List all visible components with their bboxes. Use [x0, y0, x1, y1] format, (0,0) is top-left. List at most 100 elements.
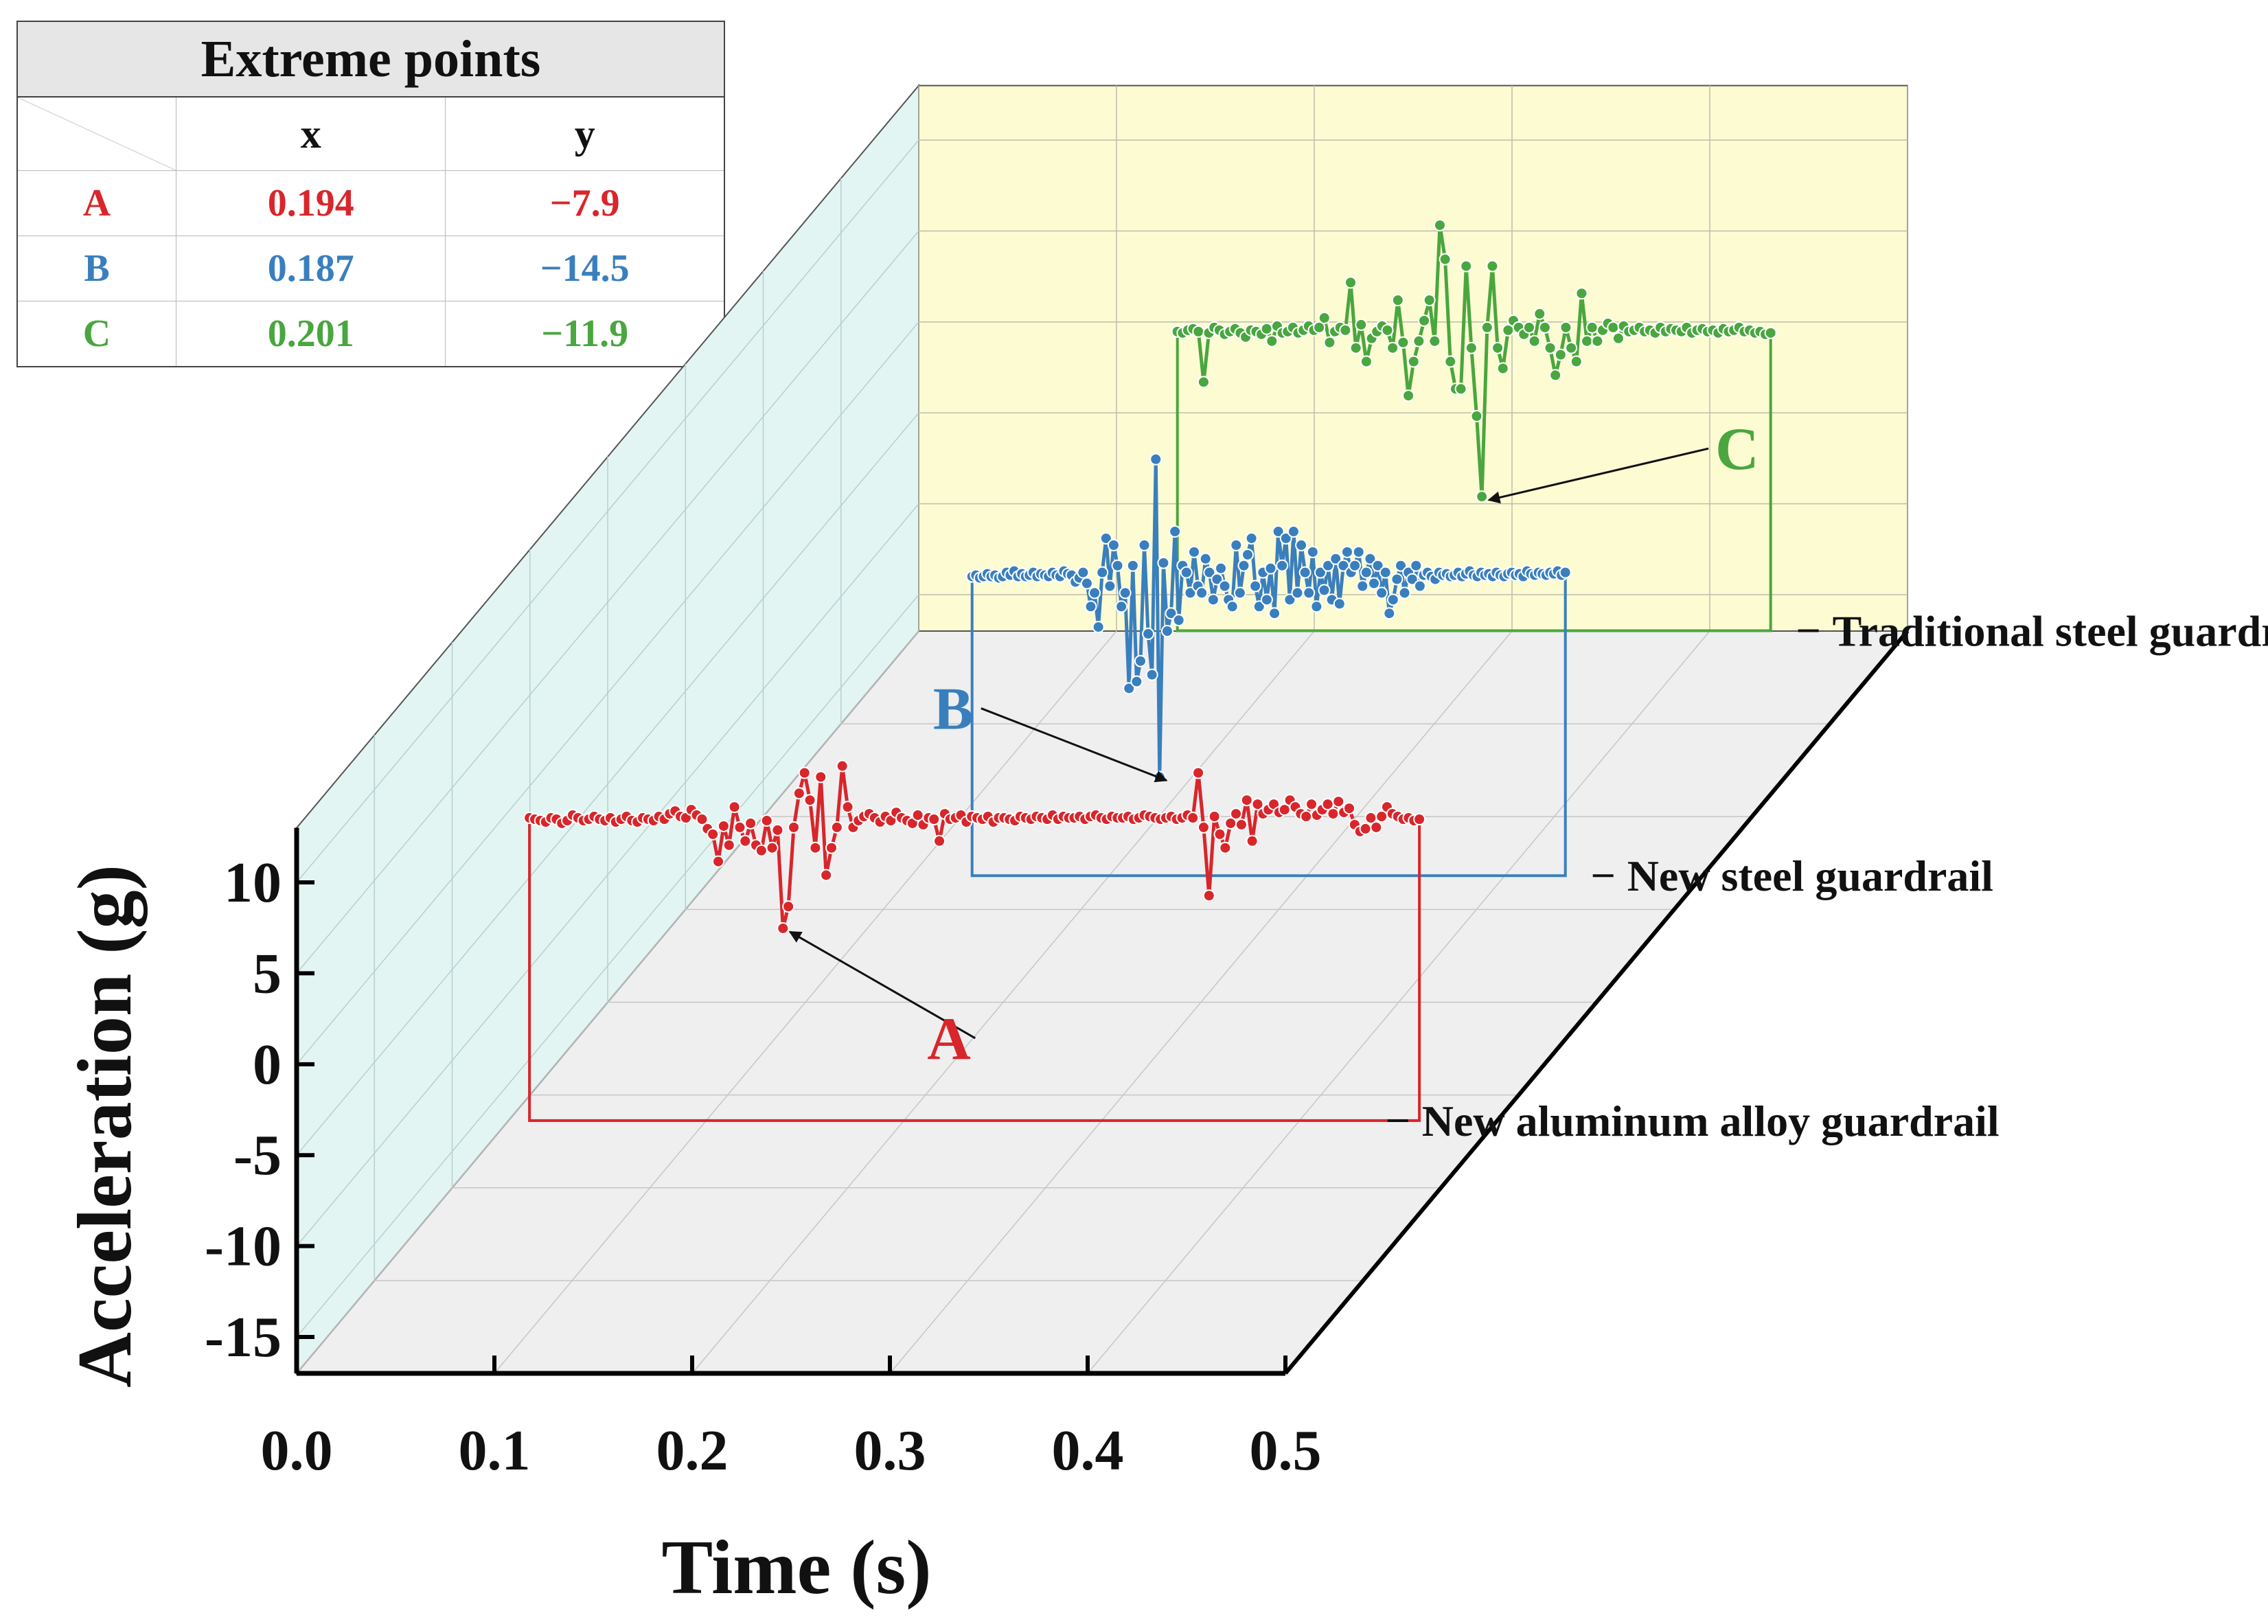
data-point — [1264, 562, 1277, 575]
data-point — [1157, 556, 1170, 569]
data-point — [1126, 559, 1139, 572]
data-point — [1607, 321, 1620, 334]
data-point — [1230, 808, 1243, 821]
chart-walls — [295, 83, 1910, 1375]
data-point — [1544, 341, 1557, 354]
chart-series — [523, 218, 1777, 1122]
extreme-points-table: Extreme points x y A 0.194 −7.9 B 0.187 … — [16, 21, 725, 367]
data-point — [1575, 287, 1588, 300]
wall-gridline — [296, 139, 919, 883]
data-point — [1237, 559, 1250, 572]
data-point — [1249, 580, 1262, 593]
data-point — [1323, 336, 1336, 349]
row-y-c: −11.9 — [445, 301, 725, 367]
data-point — [1142, 628, 1155, 641]
data-point — [782, 900, 795, 913]
y-tick-label: 10 — [224, 851, 282, 915]
data-point — [1379, 566, 1392, 579]
data-point — [1115, 600, 1128, 613]
row-label-b: B — [16, 236, 176, 301]
data-point — [1305, 798, 1318, 811]
data-point — [1230, 538, 1243, 551]
data-point — [1413, 580, 1426, 593]
data-point — [1187, 812, 1200, 825]
data-point — [717, 819, 730, 832]
data-point — [1202, 889, 1215, 902]
data-point — [798, 766, 811, 779]
data-point — [1390, 573, 1404, 586]
legend-label-2: Traditional steel guardrail — [1833, 606, 2268, 655]
data-point — [1088, 586, 1101, 599]
row-y-b: −14.5 — [445, 236, 725, 301]
data-point — [739, 834, 752, 847]
wall-gridline — [296, 412, 919, 1156]
data-point — [1581, 334, 1594, 347]
data-point — [1276, 559, 1289, 572]
data-point — [1375, 586, 1388, 599]
data-point — [1359, 822, 1372, 835]
data-point — [792, 787, 805, 800]
table-corner-cell — [16, 96, 176, 171]
data-point — [1386, 593, 1399, 606]
data-point — [1203, 566, 1216, 579]
data-point — [755, 844, 768, 857]
table-header-y: y — [445, 96, 725, 171]
data-point — [1486, 260, 1499, 273]
y-tick-label: -5 — [233, 1123, 282, 1187]
data-point — [707, 827, 720, 840]
data-point — [1287, 525, 1300, 538]
data-point — [1303, 586, 1316, 599]
series-frame — [1176, 331, 1772, 632]
x-tick-label: 0.2 — [656, 1419, 729, 1483]
data-point — [760, 814, 773, 827]
data-point — [1398, 586, 1411, 599]
data-point — [1454, 382, 1467, 396]
data-point — [1318, 312, 1331, 325]
data-point — [1195, 586, 1209, 599]
data-point — [1265, 334, 1279, 347]
data-point — [1123, 682, 1136, 695]
data-point — [1260, 593, 1273, 606]
data-point — [1367, 577, 1380, 590]
data-point — [1160, 625, 1173, 638]
data-point — [1565, 341, 1578, 354]
data-point — [1386, 341, 1399, 354]
data-point — [728, 801, 741, 814]
data-point — [1480, 321, 1493, 334]
data-point — [1241, 548, 1255, 561]
chart-labels: Traditional steel guardrail C New steel gu… — [788, 416, 2268, 1145]
data-point — [712, 855, 725, 868]
data-point — [1252, 600, 1265, 613]
data-point — [1226, 600, 1239, 613]
data-point — [1465, 341, 1478, 354]
y-axis-title: Acceleration (g) — [62, 865, 148, 1388]
data-point — [771, 823, 784, 836]
data-point — [928, 813, 941, 826]
data-point — [1084, 600, 1097, 613]
data-point — [1352, 545, 1365, 558]
data-point — [1096, 566, 1109, 579]
data-point — [1240, 794, 1253, 807]
data-point — [1397, 336, 1410, 349]
series-frame — [528, 818, 1421, 1122]
data-point — [733, 821, 746, 834]
data-point — [1428, 334, 1441, 347]
data-point — [1349, 341, 1362, 354]
data-point — [1169, 525, 1182, 538]
floor-gridline — [691, 630, 1315, 1374]
data-point — [1522, 321, 1535, 334]
data-point — [1119, 586, 1132, 599]
data-point — [1099, 531, 1112, 545]
data-point — [1279, 531, 1292, 545]
data-point — [1549, 369, 1562, 382]
data-point — [1314, 566, 1327, 579]
series-new-aluminum-alloy-guardrail — [523, 759, 1426, 1122]
data-point — [1165, 607, 1178, 620]
data-point — [1332, 795, 1345, 808]
data-point — [1092, 621, 1105, 634]
row-x-a: 0.194 — [175, 170, 446, 236]
data-point — [1333, 597, 1346, 610]
data-point — [1418, 314, 1431, 327]
data-point — [1364, 552, 1377, 565]
data-point — [820, 869, 833, 882]
